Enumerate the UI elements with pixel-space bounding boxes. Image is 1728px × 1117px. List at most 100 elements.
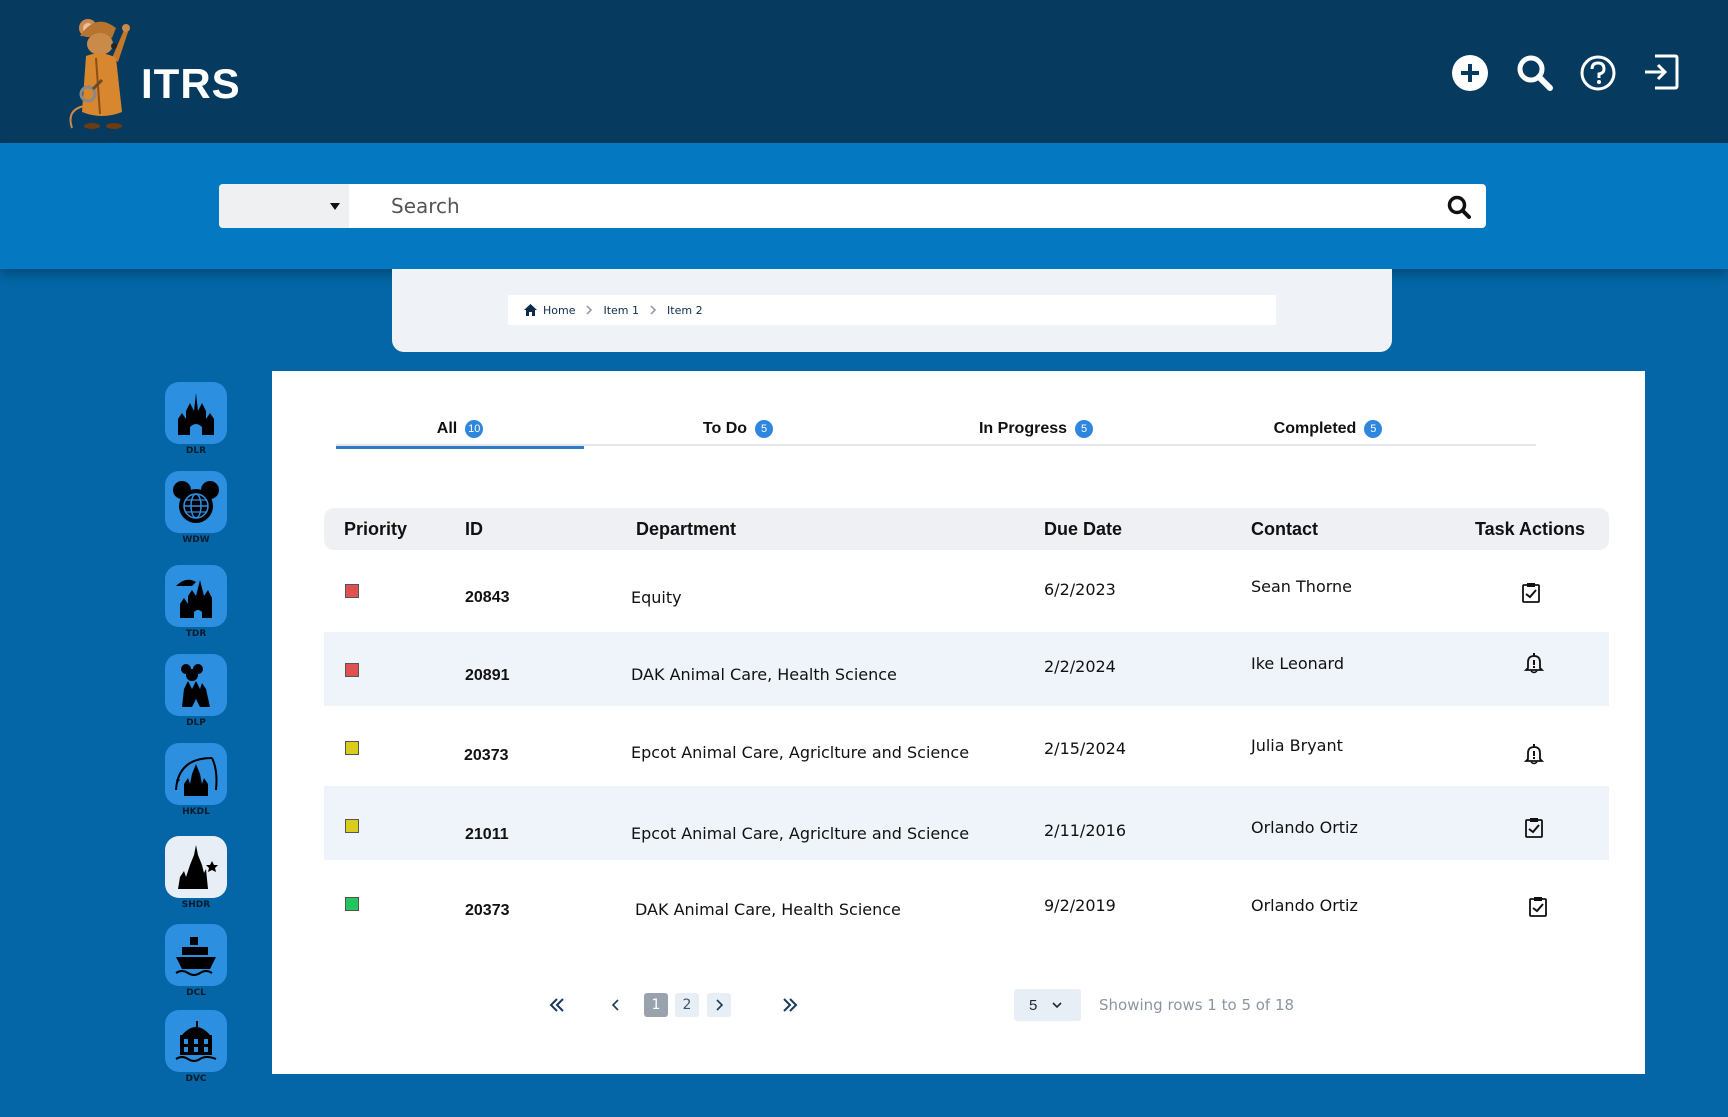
chevron-down-icon	[1052, 1002, 1062, 1009]
task-id: 20373	[464, 747, 509, 764]
sidebar-item-tdr[interactable]: TDR	[165, 565, 227, 639]
priority-indicator	[345, 741, 359, 755]
chevron-right-icon	[650, 305, 657, 315]
logout-icon[interactable]	[1641, 52, 1681, 92]
search-icon[interactable]	[1514, 52, 1554, 92]
bell-icon[interactable]	[1523, 652, 1545, 674]
task-due-date: 6/2/2023	[1044, 580, 1116, 599]
task-id: 20373	[465, 902, 510, 919]
next-page-icon[interactable]	[707, 993, 731, 1017]
task-id: 21011	[465, 826, 509, 843]
priority-indicator	[345, 897, 359, 911]
tab-label: In Progress	[978, 419, 1068, 437]
sidebar-item-hkdl[interactable]: HKDL	[165, 743, 227, 817]
table-row[interactable]: 20373 DAK Animal Care, Health Science 9/…	[324, 862, 1609, 936]
first-page-icon[interactable]	[545, 993, 569, 1017]
sidebar-item-wdw[interactable]: WDW	[165, 471, 227, 545]
task-contact: Orlando Ortiz	[1251, 818, 1358, 837]
column-header-id[interactable]: ID	[465, 519, 483, 539]
rows-per-page-value: 5	[1029, 996, 1038, 1014]
task-contact: Sean Thorne	[1251, 577, 1353, 596]
clipboard-check-icon[interactable]	[1527, 895, 1549, 917]
task-department: DAK Animal Care, Health Science	[631, 665, 897, 684]
home-icon	[524, 304, 537, 316]
detective-mouse-logo	[66, 10, 156, 135]
task-department: DAK Animal Care, Health Science	[635, 900, 901, 919]
priority-indicator	[345, 584, 359, 598]
sidebar-label: TDR	[185, 629, 207, 639]
rows-per-page-select[interactable]: 5	[1014, 989, 1081, 1021]
sidebar-item-dlr[interactable]: DLR	[165, 382, 227, 456]
sidebar-item-dvc[interactable]: DVC	[165, 1010, 227, 1084]
clipboard-check-icon[interactable]	[1520, 581, 1542, 603]
sidebar-label: HKDL	[182, 807, 210, 817]
task-contact: Ike Leonard	[1251, 654, 1345, 673]
page-button-2[interactable]: 2	[675, 993, 699, 1017]
tab-count-badge: 5	[755, 419, 774, 438]
search-scope-select[interactable]	[219, 184, 349, 228]
task-due-date: 2/11/2016	[1044, 821, 1127, 840]
breadcrumb-label: Home	[543, 303, 576, 317]
task-due-date: 2/15/2024	[1044, 739, 1127, 758]
tab-to-do[interactable]: To Do 5	[638, 411, 838, 446]
tab-all[interactable]: All 10	[336, 411, 584, 449]
caret-down-icon	[330, 203, 340, 210]
mickey-globe-icon	[165, 471, 227, 533]
last-page-icon[interactable]	[778, 993, 802, 1017]
tab-count-badge: 5	[1075, 419, 1094, 438]
column-header-due-date[interactable]: Due Date	[1044, 519, 1123, 539]
sidebar-item-dlp[interactable]: DLP	[165, 654, 227, 728]
sidebar-item-shdr[interactable]: SHDR	[165, 836, 227, 910]
table-row[interactable]: 21011 Epcot Animal Care, Agriclture and …	[324, 786, 1609, 860]
priority-indicator	[345, 819, 359, 833]
tab-count-badge: 10	[465, 419, 484, 438]
tab-in-progress[interactable]: In Progress 5	[936, 411, 1136, 446]
tab-label: Completed	[1273, 419, 1357, 437]
breadcrumb-item-2[interactable]: Item 2	[667, 303, 703, 317]
search-band	[0, 143, 1728, 269]
search-input[interactable]	[391, 184, 1431, 228]
task-department: Equity	[631, 588, 682, 607]
castle-icon	[165, 654, 227, 716]
help-icon[interactable]	[1578, 52, 1618, 92]
search-submit-icon[interactable]	[1446, 194, 1472, 220]
priority-indicator	[345, 663, 359, 677]
column-header-department[interactable]: Department	[636, 519, 737, 539]
column-header-task-actions[interactable]: Task Actions	[1475, 519, 1586, 539]
table-row[interactable]: 20891 DAK Animal Care, Health Science 2/…	[324, 632, 1609, 706]
breadcrumb-item-1[interactable]: Item 1	[603, 303, 640, 317]
column-header-contact[interactable]: Contact	[1251, 519, 1318, 539]
task-department: Epcot Animal Care, Agriclture and Scienc…	[631, 743, 970, 762]
breadcrumb-home[interactable]: Home	[524, 304, 575, 317]
castle-icon	[165, 382, 227, 444]
tab-completed[interactable]: Completed 5	[1228, 411, 1428, 446]
add-icon[interactable]	[1450, 52, 1490, 92]
clipboard-check-icon[interactable]	[1523, 816, 1545, 838]
prev-page-icon[interactable]	[608, 993, 624, 1017]
sidebar-item-dcl[interactable]: DCL	[165, 924, 227, 998]
sidebar-label: DLP	[186, 718, 206, 728]
page-button-1[interactable]: 1	[644, 993, 668, 1017]
task-tabs: All 10 To Do 5 In Progress 5 Completed 5	[336, 411, 1536, 449]
task-id: 20843	[465, 589, 510, 606]
task-contact: Orlando Ortiz	[1251, 896, 1358, 915]
app-title: ITRS	[141, 60, 241, 107]
table-row[interactable]: 20373 Epcot Animal Care, Agriclture and …	[324, 709, 1609, 783]
column-header-priority[interactable]: Priority	[344, 519, 408, 539]
table-row[interactable]: 20843 Equity 6/2/2023 Sean Thorne	[324, 552, 1609, 626]
top-header: ITRS	[0, 0, 1728, 143]
tab-label: To Do	[702, 419, 748, 437]
castle-icon	[165, 836, 227, 898]
ship-icon	[165, 924, 227, 986]
rows-summary: Showing rows 1 to 5 of 18	[1099, 996, 1295, 1014]
bell-icon[interactable]	[1523, 743, 1545, 765]
resort-icon	[165, 1010, 227, 1072]
sidebar-label: DVC	[185, 1074, 207, 1084]
sidebar-label: SHDR	[181, 900, 211, 910]
task-due-date: 9/2/2019	[1044, 896, 1116, 915]
tasks-panel: All 10 To Do 5 In Progress 5 Completed 5…	[272, 371, 1645, 1074]
chevron-right-icon	[586, 305, 593, 315]
header-actions	[0, 52, 1728, 96]
sidebar-label: DLR	[185, 446, 207, 456]
task-due-date: 2/2/2024	[1044, 657, 1116, 676]
